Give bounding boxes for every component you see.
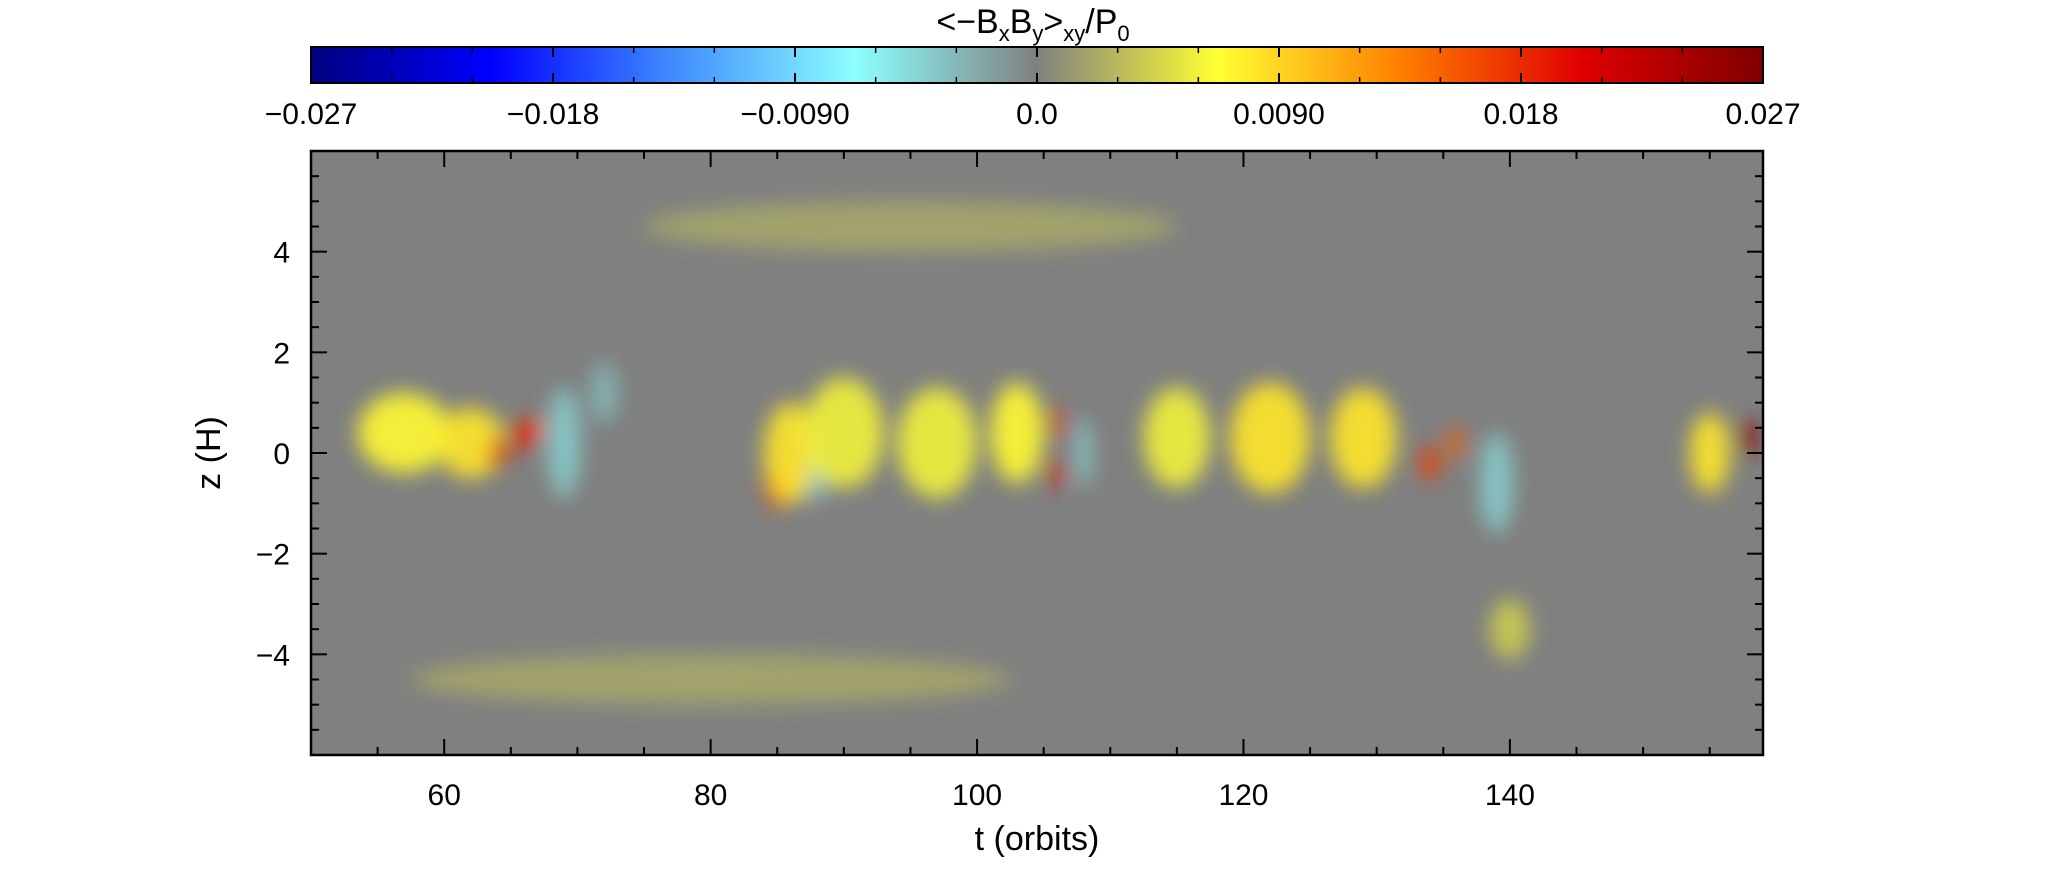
y-tick-label: −4 bbox=[256, 639, 290, 672]
colorbar-tick-label: −0.018 bbox=[507, 98, 600, 131]
colorbar-tick-label: 0.018 bbox=[1483, 98, 1558, 131]
x-tick-label: 120 bbox=[1218, 779, 1268, 812]
heatmap-blob bbox=[590, 362, 618, 423]
heatmap-blob bbox=[1489, 598, 1530, 660]
colorbar-tick-labels: −0.027 −0.018 −0.0090 0.0 0.0090 0.018 0.027 bbox=[265, 98, 1801, 131]
heatmap-blob bbox=[1741, 420, 1759, 456]
heatmap-blob bbox=[1075, 417, 1092, 489]
x-tick-label: 60 bbox=[428, 779, 461, 812]
x-tick-label: 140 bbox=[1485, 779, 1535, 812]
heatmap-blob bbox=[1689, 412, 1730, 494]
y-axis-label: z (H) bbox=[190, 416, 228, 490]
y-tick-label: 0 bbox=[273, 438, 290, 471]
heatmap-blob bbox=[357, 392, 451, 474]
colorbar-tick-label: −0.027 bbox=[265, 98, 358, 131]
y-tick-label: 4 bbox=[273, 237, 290, 270]
heatmap-blob bbox=[410, 654, 1011, 705]
heatmap-blob bbox=[1479, 432, 1514, 534]
x-tick-label: 100 bbox=[952, 779, 1002, 812]
x-tick-label: 80 bbox=[694, 779, 727, 812]
heatmap-blob bbox=[897, 387, 978, 499]
heatmap-blob bbox=[1143, 387, 1211, 489]
heatmap-blob bbox=[1050, 407, 1064, 438]
heatmap-blob bbox=[530, 417, 545, 438]
y-axis-tick-labels: −4 −2 0 2 4 bbox=[256, 237, 290, 673]
heatmap-blob bbox=[763, 402, 818, 504]
heatmap-blob bbox=[512, 420, 537, 451]
colorbar-tick-label: 0.0090 bbox=[1233, 98, 1325, 131]
y-tick-label: −2 bbox=[256, 539, 290, 572]
colorbar-tick-label: 0.0 bbox=[1016, 98, 1058, 131]
heatmap-blob bbox=[1419, 445, 1440, 481]
colorbar-ticks bbox=[310, 47, 1764, 83]
heatmap-features bbox=[357, 201, 1759, 705]
y-tick-label: 2 bbox=[273, 337, 290, 370]
colorbar-tick-label: −0.0090 bbox=[740, 98, 849, 131]
heatmap-blob bbox=[990, 382, 1044, 484]
heatmap-blob bbox=[1448, 427, 1465, 459]
x-axis-ticks bbox=[310, 151, 1711, 755]
colorbar-label: <−BxBy>xy/P0 bbox=[936, 3, 1129, 46]
heatmap-blob bbox=[644, 201, 1177, 252]
heatmap-blob bbox=[1230, 382, 1311, 494]
x-axis-tick-labels: 60 80 100 120 140 bbox=[428, 779, 1535, 812]
heatmap-blob bbox=[547, 387, 581, 499]
heatmap-blob bbox=[437, 407, 505, 479]
heatmap-blob bbox=[488, 439, 507, 467]
heatmap-blob bbox=[1330, 387, 1397, 489]
colorbar-tick-label: 0.027 bbox=[1725, 98, 1800, 131]
heatmap-blob bbox=[1050, 458, 1064, 489]
x-axis-label: t (orbits) bbox=[975, 820, 1100, 858]
y-axis-ticks bbox=[311, 175, 1763, 731]
heatmap-blob bbox=[803, 377, 884, 489]
